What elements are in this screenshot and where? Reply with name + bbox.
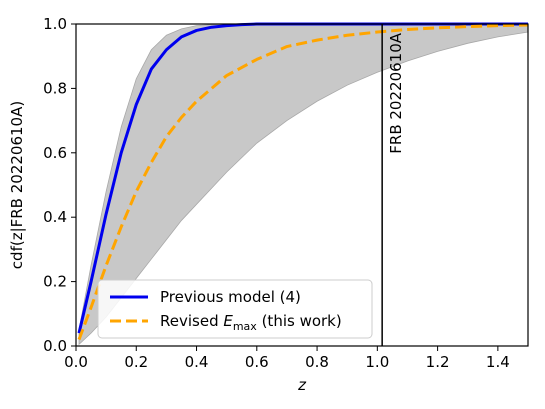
x-tick-label: 1.0 [365,353,389,371]
legend-entry-label: Revised Emax (this work) [160,312,342,333]
legend: Previous model (4) Revised Emax (this wor… [97,279,373,339]
y-tick-label: 0.4 [43,208,67,226]
y-tick-label: 0.8 [43,79,67,97]
legend-entry-label: Previous model (4) [160,288,301,306]
x-tick-label: 1.4 [486,353,510,371]
y-tick-label: 0.6 [43,144,67,162]
x-tick-label: 0.2 [124,353,148,371]
annotation-layer: FRB 20220610A [381,24,405,346]
plot-frame [75,23,529,347]
x-tick-label: 0.4 [185,353,209,371]
y-tick-label: 0.0 [43,337,67,355]
y-axis-label: cdf(z|FRB 20220610A) [8,101,26,269]
series-line-revised-emax [77,23,529,341]
x-tick-label: 0.0 [64,353,88,371]
x-tick-label: 1.2 [426,353,450,371]
x-tick-label: 0.6 [245,353,269,371]
y-tick-label: 0.2 [43,273,67,291]
axis-ticks-layer: 0.0 0.2 0.4 0.6 0.8 1.0 1.2 1.4 0.0 0.2 0.4 0.6 0.8 1… [43,15,510,371]
x-axis-label: z [297,376,307,394]
y-tick-label: 1.0 [43,15,67,33]
legend-box [97,279,373,339]
frb-annotation-label: FRB 20220610A [387,32,405,153]
x-tick-label: 0.8 [305,353,329,371]
